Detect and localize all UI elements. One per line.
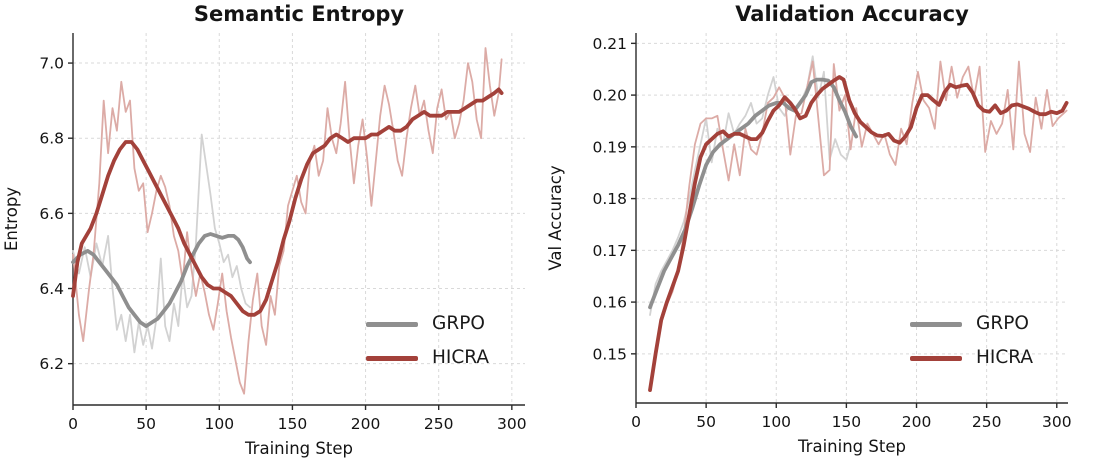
x-tick-label: 100	[761, 413, 791, 431]
y-tick-label: 6.8	[39, 130, 64, 148]
legend-label-grpo: GRPO	[432, 313, 485, 335]
y-tick-label: 0.21	[592, 35, 627, 53]
y-tick-label: 7.0	[39, 55, 64, 73]
x-tick-label: 200	[902, 413, 932, 431]
y-tick-label: 6.4	[39, 280, 64, 298]
x-tick-label: 200	[351, 415, 381, 433]
grpo-raw-line	[649, 55, 853, 316]
legend-item-grpo: GRPO	[366, 312, 489, 337]
legend-item-hicra: HICRA	[366, 346, 489, 371]
x-axis-label: Training Step	[797, 437, 906, 456]
y-tick-label: 0.19	[592, 138, 627, 156]
x-tick-label: 50	[696, 413, 716, 431]
tick-labels: 0.15 0.16 0.17 0.18 0.19 0.20 0.21 0 50 100 150 200…	[592, 35, 1071, 431]
hicra-line	[648, 75, 1069, 393]
axes-spines	[631, 33, 1068, 408]
chart-title: Validation Accuracy	[735, 2, 969, 26]
legend-label-grpo: GRPO	[976, 313, 1029, 335]
y-axis-label: Entropy	[2, 187, 21, 251]
y-tick-label: 0.15	[592, 345, 627, 363]
x-tick-label: 50	[136, 415, 156, 433]
legend: GRPO HICRA	[910, 312, 1033, 371]
validation-accuracy-chart: 0.15 0.16 0.17 0.18 0.19 0.20 0.21 0 50 100 150 200…	[548, 0, 1096, 466]
legend-label-hicra: HICRA	[432, 347, 490, 369]
series-lines	[648, 55, 1069, 393]
y-tick-label: 0.18	[592, 190, 627, 208]
legend-item-grpo: GRPO	[910, 312, 1033, 337]
semantic-entropy-plot: 6.2 6.4 6.6 6.8 7.0 0 50 100 150 200 250 300 Semant…	[2, 2, 527, 458]
legend-label-hicra: HICRA	[976, 347, 1034, 369]
grpo-line-swatch	[366, 322, 418, 327]
gridlines	[635, 33, 1068, 403]
y-tick-label: 0.16	[592, 294, 627, 312]
semantic-entropy-chart: 6.2 6.4 6.6 6.8 7.0 0 50 100 150 200 250 300 Semant…	[2, 2, 527, 458]
chart-title: Semantic Entropy	[194, 2, 405, 26]
hicra-line	[71, 87, 504, 317]
y-axis-label: Val Accuracy	[548, 165, 565, 271]
grpo-raw-line	[72, 133, 251, 354]
y-tick-label: 0.17	[592, 242, 627, 260]
x-tick-label: 0	[68, 415, 78, 433]
x-tick-label: 0	[631, 413, 641, 431]
x-tick-label: 250	[424, 415, 454, 433]
axes-spines	[68, 33, 525, 410]
tick-labels: 6.2 6.4 6.6 6.8 7.0 0 50 100 150 200 250 300	[39, 55, 526, 433]
x-tick-label: 150	[278, 415, 308, 433]
x-axis-label: Training Step	[244, 439, 353, 458]
x-tick-label: 150	[832, 413, 862, 431]
x-tick-label: 100	[204, 415, 234, 433]
grpo-line	[71, 232, 252, 329]
x-tick-label: 300	[1042, 413, 1072, 431]
hicra-line-swatch	[366, 356, 418, 361]
legend-item-hicra: HICRA	[910, 346, 1033, 371]
grpo-line-swatch	[910, 322, 962, 327]
hicra-line-swatch	[910, 356, 962, 361]
y-tick-label: 6.6	[39, 205, 64, 223]
y-tick-label: 0.20	[592, 87, 627, 105]
x-tick-label: 300	[497, 415, 527, 433]
x-tick-label: 250	[972, 413, 1002, 431]
hicra-raw-line	[72, 47, 503, 395]
series-lines	[71, 47, 504, 395]
legend: GRPO HICRA	[366, 312, 489, 371]
validation-accuracy-plot: 0.15 0.16 0.17 0.18 0.19 0.20 0.21 0 50 100 150 200…	[548, 2, 1072, 456]
y-tick-label: 6.2	[39, 355, 64, 373]
